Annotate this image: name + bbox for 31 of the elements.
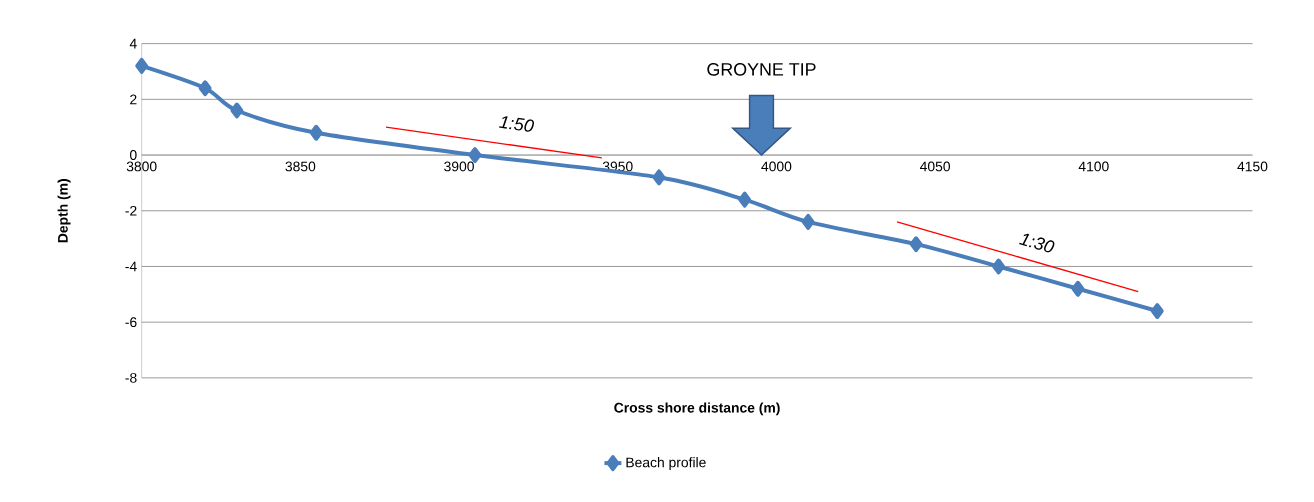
point — [652, 169, 666, 186]
point — [198, 80, 212, 97]
point — [738, 191, 752, 208]
annotation: GROYNE TIP — [707, 63, 816, 76]
annotation: 1:30 — [1019, 233, 1055, 253]
point — [309, 124, 323, 141]
y-tick-label: 4 — [129, 38, 137, 49]
legend-label: Beach profile — [626, 457, 706, 471]
y-tick-label: 2 — [130, 94, 137, 105]
x-tick-label: 4000 — [761, 161, 792, 172]
point — [909, 236, 923, 253]
y-tick-label: 0 — [130, 150, 137, 161]
y-tick-label: -8 — [125, 373, 137, 383]
point — [1150, 303, 1164, 320]
point — [1071, 280, 1085, 297]
x-tick-label: 4050 — [919, 161, 951, 172]
x-tick-label: 3900 — [444, 161, 474, 172]
x-tick-label: 4100 — [1078, 161, 1109, 172]
point — [992, 258, 1006, 275]
point — [135, 58, 149, 74]
x-tick-label: 3800 — [126, 161, 157, 172]
x-tick-label: 3850 — [285, 161, 316, 172]
y-axis-title: Depth (m) — [57, 179, 71, 243]
y-tick-label: -6 — [125, 317, 137, 328]
y-tick-label: -4 — [125, 261, 137, 272]
y-tick-label: -2 — [125, 205, 137, 216]
annotation: 1:50 — [498, 116, 534, 132]
point — [801, 214, 815, 230]
point — [230, 102, 244, 119]
x-axis-title: Cross shore distance (m) — [614, 402, 780, 416]
x-tick-label: 4150 — [1237, 161, 1268, 172]
